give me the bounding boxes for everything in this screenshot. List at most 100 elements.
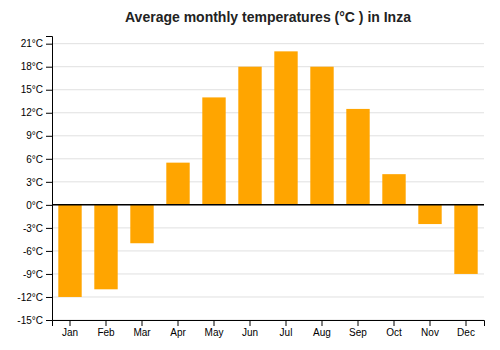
tick-mark bbox=[106, 320, 107, 326]
tick: Sep bbox=[349, 320, 367, 338]
grid-line bbox=[52, 158, 484, 159]
tick: -12°C bbox=[17, 292, 52, 303]
tick-label: 3°C bbox=[26, 177, 43, 188]
tick-mark bbox=[46, 205, 52, 206]
tick-label: Aug bbox=[313, 327, 331, 338]
grid-line bbox=[52, 204, 484, 205]
grid-line bbox=[52, 112, 484, 113]
tick-mark bbox=[322, 320, 323, 326]
chart: -15°C -12°C -9°C -6°C -3°C 0°C 3°C 6°C 9°C 12°C 15… bbox=[0, 0, 500, 350]
tick-mark bbox=[46, 182, 52, 183]
grid-line bbox=[52, 296, 484, 297]
grid-line bbox=[52, 66, 484, 67]
tick: -9°C bbox=[23, 269, 52, 280]
tick: Jul bbox=[280, 320, 293, 338]
tick-mark bbox=[46, 320, 52, 321]
bars bbox=[52, 51, 484, 297]
tick-label: -6°C bbox=[23, 246, 43, 257]
bar bbox=[418, 205, 441, 224]
tick-mark bbox=[46, 90, 52, 91]
tick: Nov bbox=[421, 320, 439, 338]
tick-label: May bbox=[205, 327, 224, 338]
bar bbox=[454, 205, 477, 274]
tick-label: -15°C bbox=[17, 315, 43, 326]
tick: 0°C bbox=[26, 200, 52, 211]
tick-label: -12°C bbox=[17, 292, 43, 303]
grid-line bbox=[52, 89, 484, 90]
grid bbox=[52, 44, 484, 320]
bar bbox=[382, 174, 405, 205]
tick: Oct bbox=[386, 320, 402, 338]
tick-mark bbox=[358, 320, 359, 326]
tick-label: 12°C bbox=[21, 107, 43, 118]
tick: Jun bbox=[242, 320, 258, 338]
tick-label: 0°C bbox=[26, 200, 43, 211]
tick-label: Jul bbox=[280, 327, 293, 338]
bar bbox=[274, 51, 297, 205]
grid-line bbox=[52, 135, 484, 136]
tick: 12°C bbox=[21, 107, 52, 118]
bar bbox=[130, 205, 153, 243]
axis-line bbox=[53, 321, 485, 327]
tick: 21°C bbox=[21, 38, 52, 49]
tick-label: 21°C bbox=[21, 38, 43, 49]
title: Average monthly temperatures (°C ) in In… bbox=[125, 9, 411, 25]
plot: -15°C -12°C -9°C -6°C -3°C 0°C 3°C 6°C 9°C 12°C 15… bbox=[17, 37, 484, 339]
tick: Jan bbox=[62, 320, 78, 338]
bar bbox=[202, 97, 225, 204]
tick: May bbox=[205, 320, 224, 338]
tick-label: Oct bbox=[386, 327, 402, 338]
tick-mark bbox=[46, 228, 52, 229]
bar bbox=[238, 67, 261, 205]
tick: Mar bbox=[133, 320, 151, 338]
y-axis: -15°C -12°C -9°C -6°C -3°C 0°C 3°C 6°C 9°C 12°C 15… bbox=[17, 37, 52, 326]
zero-line bbox=[52, 204, 484, 206]
tick-mark bbox=[394, 320, 395, 326]
grid-line bbox=[52, 43, 484, 44]
tick-label: Apr bbox=[170, 327, 186, 338]
tick-label: Sep bbox=[349, 327, 367, 338]
tick: 15°C bbox=[21, 84, 52, 95]
tick-label: Mar bbox=[133, 327, 151, 338]
tick-mark bbox=[178, 320, 179, 326]
tick-mark bbox=[46, 274, 52, 275]
tick-mark bbox=[46, 136, 52, 137]
x-axis: Jan Feb Mar Apr May Jun Jul Aug Sep Oct Nov Dec bbox=[53, 320, 485, 338]
tick: -3°C bbox=[23, 223, 52, 234]
tick: 9°C bbox=[26, 130, 52, 141]
tick-label: Dec bbox=[457, 327, 475, 338]
bar bbox=[58, 205, 81, 297]
tick: -15°C bbox=[17, 315, 52, 326]
tick-mark bbox=[286, 320, 287, 326]
tick-label: 18°C bbox=[21, 61, 43, 72]
tick: Aug bbox=[313, 320, 331, 338]
tick-mark bbox=[430, 320, 431, 326]
tick-label: Nov bbox=[421, 327, 439, 338]
tick-label: Feb bbox=[97, 327, 115, 338]
bar bbox=[166, 163, 189, 205]
tick: 6°C bbox=[26, 154, 52, 165]
tick-label: Jun bbox=[242, 327, 258, 338]
tick: 3°C bbox=[26, 177, 52, 188]
tick-label: 9°C bbox=[26, 130, 43, 141]
tick-label: Jan bbox=[62, 327, 78, 338]
tick-mark bbox=[46, 113, 52, 114]
tick-mark bbox=[46, 159, 52, 160]
tick-mark bbox=[250, 320, 251, 326]
tick-mark bbox=[46, 251, 52, 252]
tick-label: -3°C bbox=[23, 223, 43, 234]
tick-label: -9°C bbox=[23, 269, 43, 280]
tick: Apr bbox=[170, 320, 186, 338]
tick: -6°C bbox=[23, 246, 52, 257]
tick-label: 6°C bbox=[26, 154, 43, 165]
tick-label: 15°C bbox=[21, 84, 43, 95]
bar bbox=[94, 205, 117, 289]
tick-mark bbox=[70, 320, 71, 326]
axis-line bbox=[46, 37, 53, 321]
bar bbox=[310, 67, 333, 205]
tick: Dec bbox=[457, 320, 475, 338]
tick-mark bbox=[46, 297, 52, 298]
tick-mark bbox=[214, 320, 215, 326]
tick: 18°C bbox=[21, 61, 52, 72]
tick: Feb bbox=[97, 320, 115, 338]
